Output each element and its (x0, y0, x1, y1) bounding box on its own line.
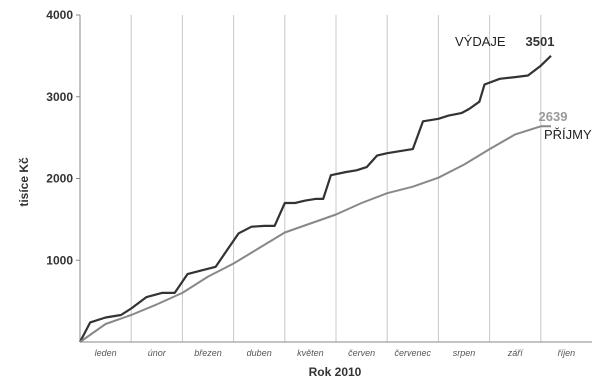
series-line-prijmy (79, 125, 551, 343)
grid (130, 15, 542, 342)
x-tick-label: červenec (395, 348, 432, 358)
y-axis-title: tisíce Kč (17, 157, 31, 207)
x-tick-labels: leden únor březen duben květen červen červenec… (95, 348, 576, 358)
y-tick-label: 3000 (46, 90, 73, 104)
x-axis-title: Rok 2010 (309, 365, 362, 379)
series-lines (79, 55, 552, 343)
x-tick-label: únor (148, 348, 167, 358)
y-tick-label: 1000 (46, 253, 73, 267)
x-tick-label: září (507, 348, 525, 358)
x-tick-label: červen (348, 348, 375, 358)
x-tick-label: říjen (558, 348, 576, 358)
series-label-prijmy: PŘÍJMY (544, 127, 592, 142)
end-value-vydaje: 3501 (526, 34, 555, 49)
y-tick-label: 4000 (46, 8, 73, 22)
end-value-prijmy: 2639 (539, 109, 568, 124)
x-tick-label: březen (194, 348, 222, 358)
x-tick-label: květen (297, 348, 324, 358)
y-tick-labels: 4000 3000 2000 1000 (46, 8, 80, 267)
x-tick-label: leden (95, 348, 117, 358)
y-tick-label: 2000 (46, 172, 73, 186)
series-label-vydaje: VÝDAJE (455, 34, 506, 49)
x-tick-label: srpen (453, 348, 476, 358)
x-tick-label: duben (247, 348, 272, 358)
series-line-vydaje (79, 55, 552, 343)
